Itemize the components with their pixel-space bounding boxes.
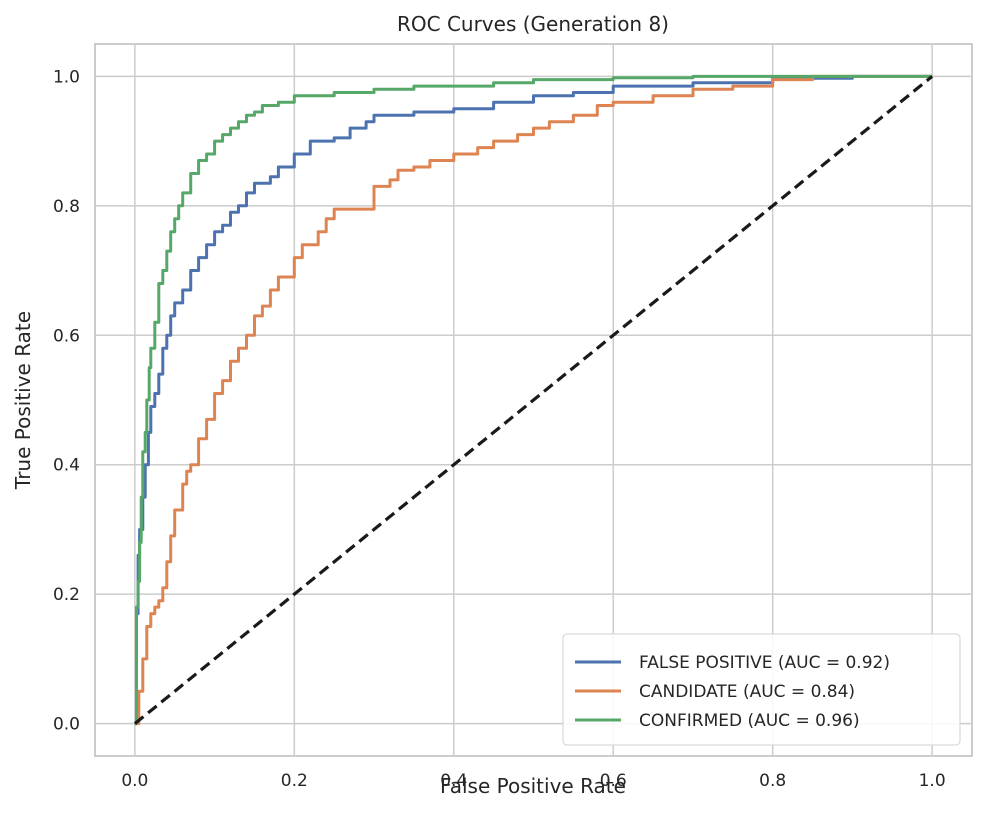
chance-diagonal-line [133,75,934,725]
roc-curve [134,74,933,726]
legend-box [562,633,961,746]
legend-entry-label: CONFIRMED (AUC = 0.96) [639,711,860,731]
legend-entry-label: CANDIDATE (AUC = 0.84) [639,682,855,702]
chart-title: ROC Curves (Generation 8) [397,12,669,36]
roc-curve [134,74,933,726]
x-tick-label: 0.2 [281,771,308,791]
x-tick-label: 0.0 [121,771,148,791]
x-axis-label: False Positive Rate [440,774,626,798]
legend-entry-label: FALSE POSITIVE (AUC = 0.92) [639,653,890,673]
y-tick-label: 0.4 [53,456,80,476]
y-tick-label: 1.0 [53,67,80,87]
y-tick-label: 0.2 [53,585,80,605]
x-tick-label: 0.4 [440,771,467,791]
series-lines [133,74,934,726]
plot-frame [94,43,973,757]
y-tick-labels: 0.0 0.2 0.4 0.6 0.8 1.0 [53,67,80,734]
x-tick-label: 0.6 [600,771,627,791]
x-tick-label: 1.0 [919,771,946,791]
y-tick-label: 0.0 [53,715,80,735]
y-tick-label: 0.8 [53,197,80,217]
y-axis-label: True Positive Rate [11,311,35,490]
x-tick-labels: 0.0 0.2 0.4 0.6 0.8 1.0 [121,771,945,791]
legend: FALSE POSITIVE (AUC = 0.92) CANDIDATE (AU… [562,633,961,746]
y-tick-label: 0.6 [53,326,80,346]
roc-curve [134,74,933,726]
x-tick-label: 0.8 [759,771,786,791]
grid [95,44,972,756]
